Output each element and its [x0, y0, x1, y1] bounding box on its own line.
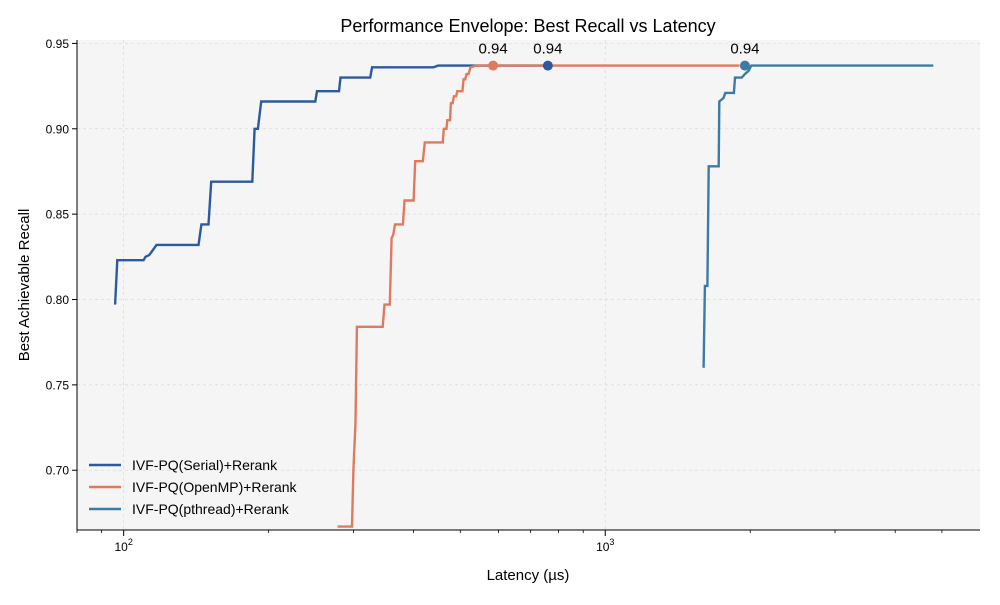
x-tick-label: 103 — [596, 537, 614, 554]
marker-value-label-1: 0.94 — [479, 41, 508, 58]
legend-label-2: IVF-PQ(pthread)+Rerank — [132, 501, 290, 517]
y-tick-label: 0.90 — [46, 122, 70, 136]
y-tick-label: 0.80 — [46, 293, 70, 307]
x-tick-label: 102 — [114, 537, 132, 554]
chart-title: Performance Envelope: Best Recall vs Lat… — [340, 16, 715, 36]
x-tick-label-exponent: 2 — [128, 537, 133, 547]
series-line-0 — [113, 64, 548, 305]
series-marker-0 — [542, 60, 553, 71]
y-tick-label: 0.85 — [46, 208, 70, 222]
series-line-2 — [702, 64, 934, 368]
grid-layer — [77, 40, 980, 530]
x-tick-label-base: 10 — [114, 540, 128, 554]
series-marker-2 — [739, 60, 750, 71]
marker-value-label-0: 0.94 — [533, 41, 562, 58]
y-axis-label: Best Achievable Recall — [16, 209, 33, 362]
legend: IVF-PQ(Serial)+Rerank IVF-PQ(OpenMP)+Rera… — [89, 457, 298, 517]
legend-label-1: IVF-PQ(OpenMP)+Rerank — [132, 479, 298, 495]
series-marker-1 — [488, 60, 499, 71]
marker-value-label-2: 0.94 — [730, 41, 759, 58]
series-layer — [113, 64, 934, 528]
series-line-1 — [337, 64, 740, 528]
y-tick-label: 0.75 — [46, 378, 70, 392]
plot-area-background — [77, 40, 980, 530]
y-tick-label: 0.95 — [46, 37, 70, 51]
legend-label-0: IVF-PQ(Serial)+Rerank — [132, 457, 278, 473]
y-tick-label: 0.70 — [46, 464, 70, 478]
marker-layer: 0.94 0.94 0.94 — [479, 41, 760, 71]
x-tick-label-base: 10 — [596, 540, 610, 554]
x-tick-label-exponent: 3 — [609, 537, 614, 547]
x-axis-label: Latency (µs) — [487, 567, 570, 584]
